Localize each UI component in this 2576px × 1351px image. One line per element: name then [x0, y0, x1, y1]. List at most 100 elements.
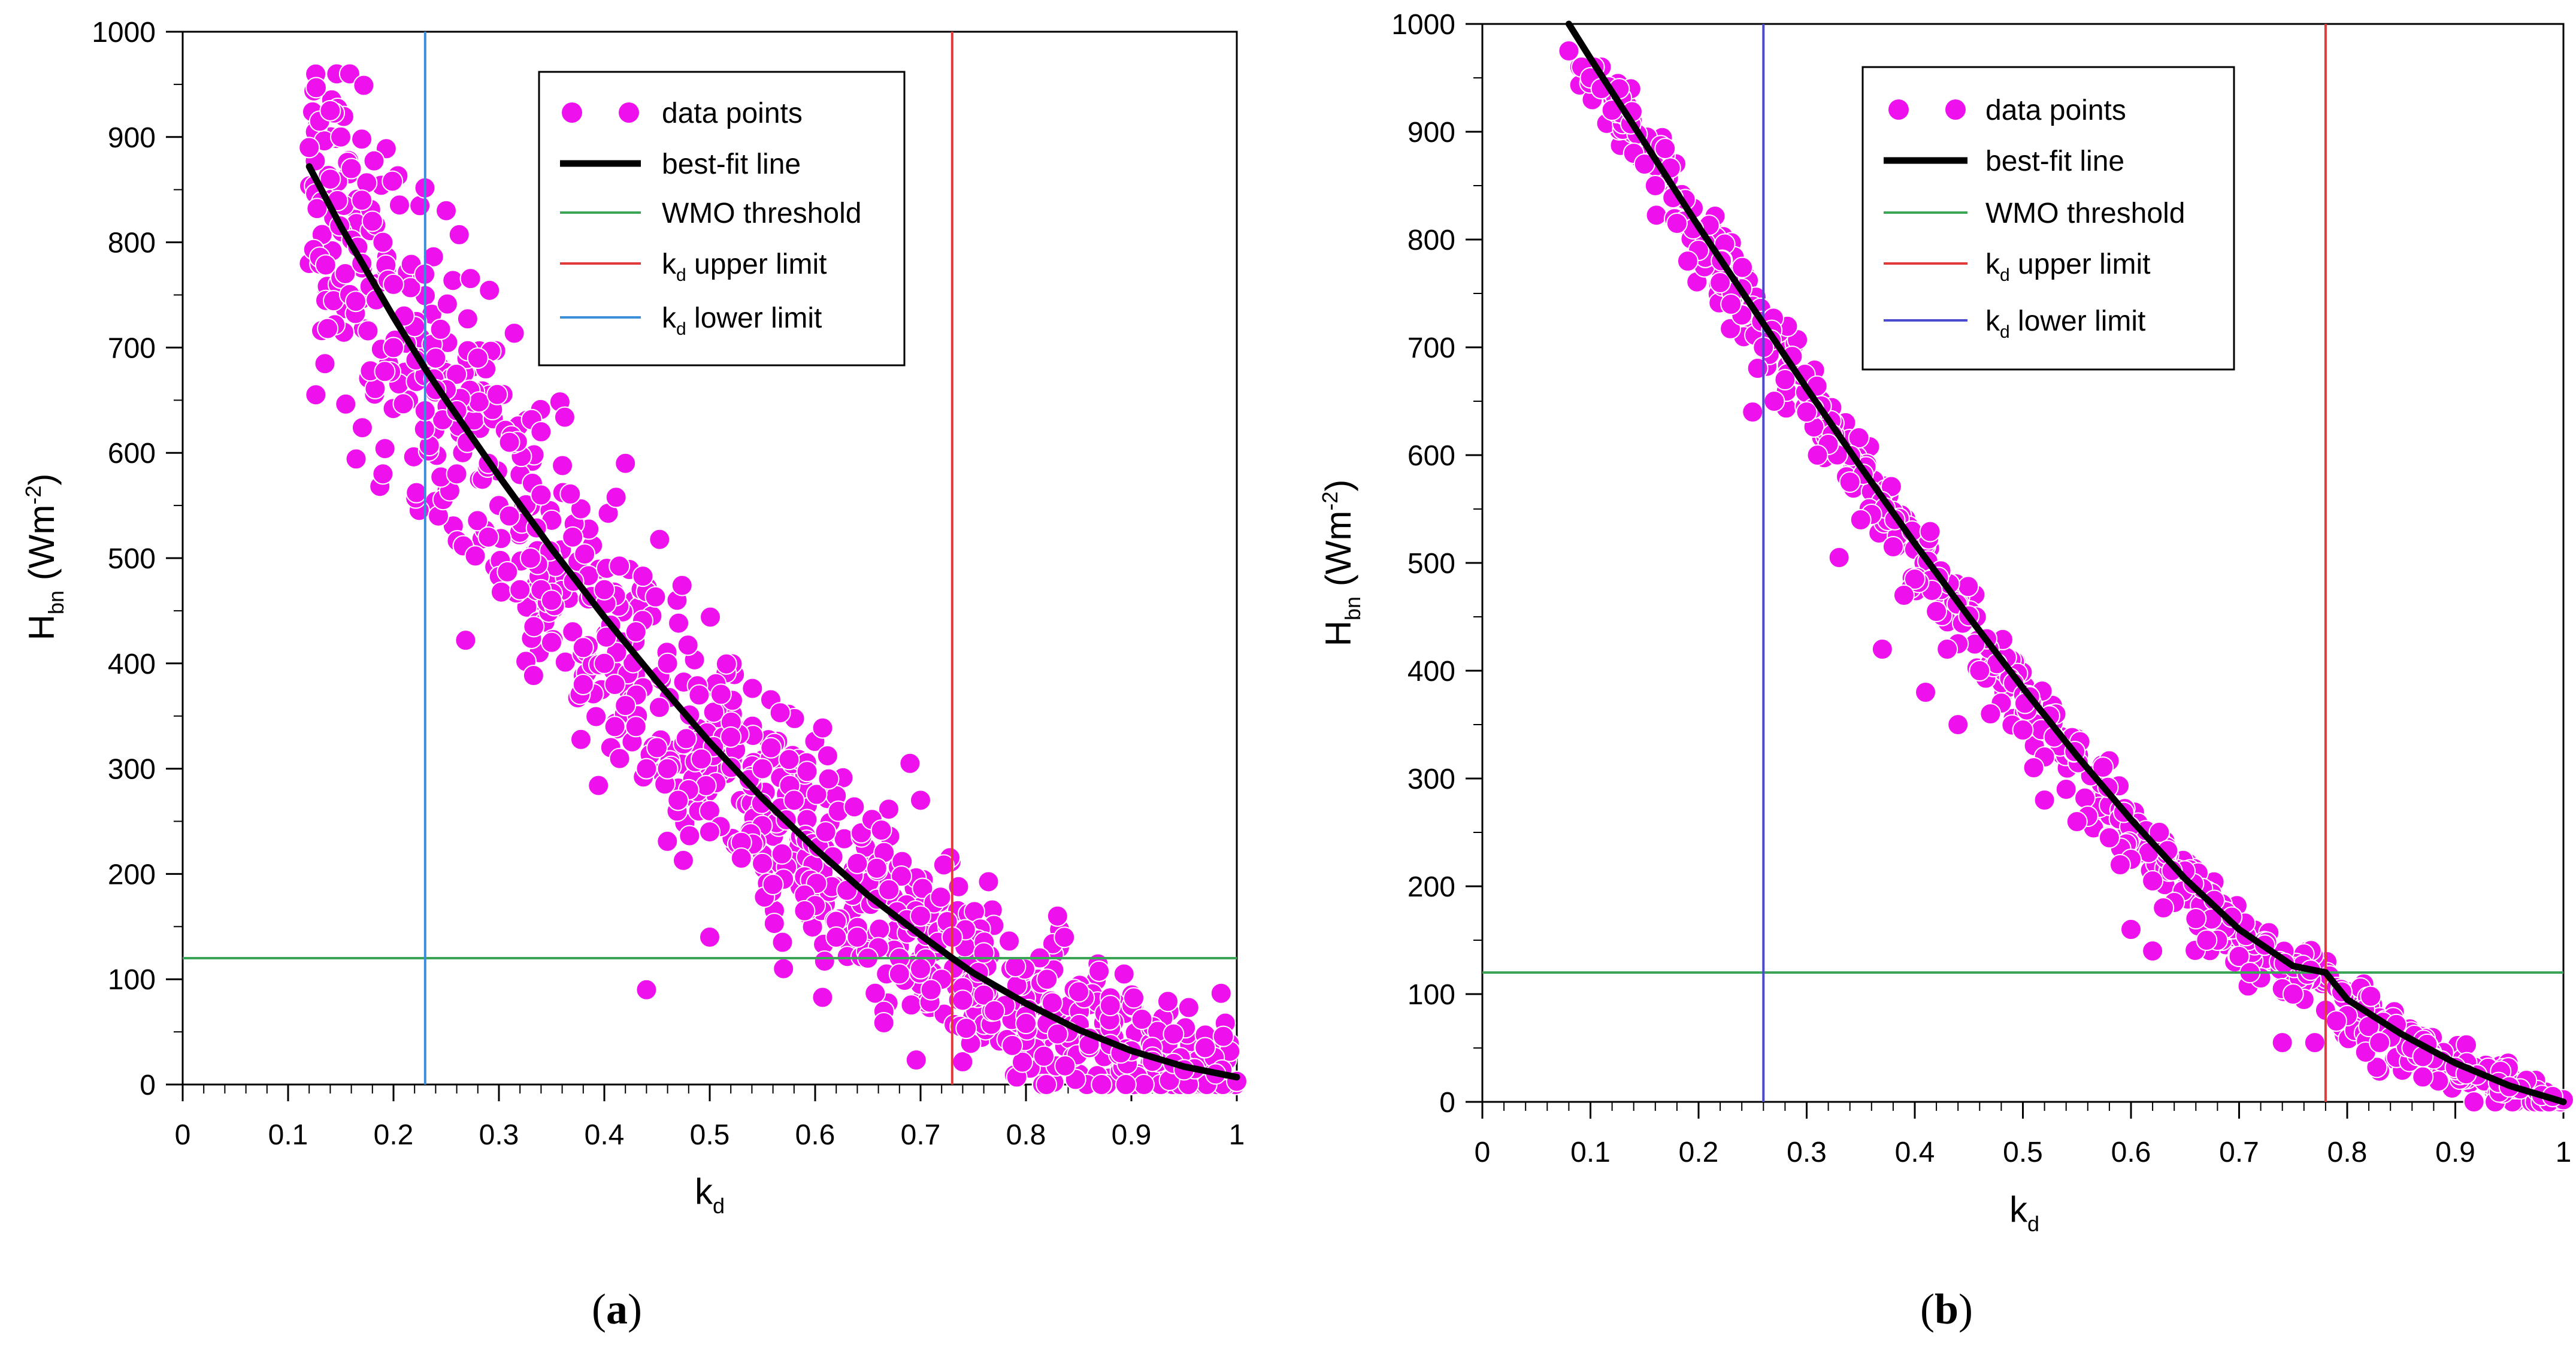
legend-label-upper-sub-a: d	[676, 265, 686, 285]
y-tick-label-a: 1000	[92, 17, 156, 49]
data-point-a	[699, 799, 721, 822]
y-axis-title-unit-a: (Wm	[22, 505, 62, 590]
x-tick-label-b: 0.6	[2111, 1137, 2151, 1168]
data-point-a	[699, 821, 721, 843]
caption-a: (a)	[592, 1285, 642, 1333]
data-point-a	[973, 984, 995, 1006]
data-point-a	[374, 438, 396, 460]
data-point-a	[319, 168, 341, 190]
data-point-b	[1893, 584, 1915, 606]
y-tick-label-a: 100	[108, 964, 156, 996]
data-point-b	[1849, 509, 1872, 531]
data-point-a	[446, 364, 468, 386]
data-point-b	[2092, 756, 2114, 779]
data-point-a	[752, 852, 773, 874]
y-tick-label-a: 0	[140, 1070, 156, 1101]
legend-label-upper-b: kd upper limit	[1985, 249, 2150, 285]
data-point-a	[677, 634, 699, 656]
data-point-a	[422, 246, 444, 268]
data-point-a	[675, 728, 697, 750]
data-point-a	[383, 337, 404, 359]
x-tick-label-b: 0.2	[1679, 1137, 1719, 1168]
data-point-b	[2012, 719, 2034, 741]
y-axis-title-a: Hbn (Wm-2)	[21, 474, 68, 641]
data-point-b	[1644, 175, 1666, 196]
data-point-a	[486, 383, 508, 405]
data-point-a	[900, 994, 922, 1016]
data-point-b	[1904, 568, 1926, 590]
data-point-b	[2412, 1066, 2434, 1088]
data-point-a	[769, 702, 791, 724]
chart-panel-a: 0 0.1 0.2 0.3 0.4 0.5 0.6 0.7 0.8 0.9 1 0 100 200 300 4…	[21, 17, 1248, 1333]
legend-label-best-fit-b: best-fit line	[1985, 146, 2124, 177]
data-point-b	[1746, 358, 1769, 380]
x-axis-title-sub-b: d	[2027, 1211, 2039, 1236]
data-point-b	[1839, 471, 1861, 493]
x-tick-label-b: 0.9	[2435, 1137, 2475, 1168]
data-point-a	[930, 886, 952, 908]
data-point-a	[648, 696, 670, 719]
data-point-a	[314, 353, 336, 375]
data-point-b	[1882, 536, 1904, 558]
legend-box-b	[1861, 66, 2235, 371]
data-point-b	[2074, 787, 2096, 809]
caption-b: (b)	[1920, 1285, 1973, 1333]
y-axis-title-main-a: H	[22, 614, 62, 640]
data-point-b	[2366, 1056, 2388, 1079]
data-point-a	[345, 448, 367, 470]
data-point-a	[1033, 1045, 1055, 1067]
data-point-a	[585, 705, 607, 728]
legend-label-wmo-b: WMO threshold	[1985, 198, 2185, 229]
data-point-a	[459, 268, 482, 290]
data-point-a	[477, 526, 500, 548]
data-point-b	[2282, 983, 2304, 1005]
x-tick-label-a: 0.3	[479, 1119, 519, 1151]
data-point-a	[625, 716, 647, 738]
data-point-a	[1133, 1074, 1155, 1095]
data-point-a	[498, 505, 520, 527]
data-point-a	[973, 942, 995, 964]
data-point-a	[1210, 982, 1232, 1004]
data-point-a	[392, 393, 414, 415]
data-point-b	[2098, 827, 2120, 849]
data-point-a	[773, 958, 795, 980]
data-point-b	[2360, 985, 2382, 1007]
data-point-a	[864, 982, 886, 1004]
x-tick-label-b: 0.3	[1787, 1137, 1827, 1168]
data-point-a	[649, 528, 671, 550]
data-point-b	[1828, 547, 1850, 568]
data-point-a	[340, 157, 362, 180]
data-point-a	[382, 170, 404, 192]
caption-letter-b: b	[1935, 1285, 1959, 1333]
y-axis-title-sup-b: -2	[1318, 492, 1342, 511]
data-point-a	[910, 958, 931, 980]
data-point-a	[1046, 905, 1068, 927]
data-point-a	[523, 616, 545, 638]
data-point-b	[2369, 1032, 2391, 1053]
data-point-a	[570, 498, 592, 520]
x-tick-label-b: 0.1	[1570, 1137, 1611, 1168]
data-point-a	[615, 695, 637, 717]
data-point-a	[405, 481, 428, 504]
y-tick-label-a: 800	[108, 228, 156, 259]
data-point-b	[1871, 638, 1893, 660]
data-point-a	[905, 1049, 927, 1071]
data-point-a	[1054, 926, 1076, 949]
x-tick-label-a: 0.4	[585, 1119, 625, 1151]
data-point-a	[625, 621, 647, 643]
data-point-a	[351, 189, 373, 211]
data-point-b	[2463, 1091, 2485, 1113]
chart-panel-b: 0 0.1 0.2 0.3 0.4 0.5 0.6 0.7 0.8 0.9 1 0 100 200 300 4…	[1318, 9, 2574, 1333]
data-point-a	[594, 652, 615, 674]
data-point-a	[948, 876, 970, 898]
legend-label-upper-main-a: k	[662, 249, 677, 280]
data-point-a	[730, 847, 752, 870]
data-point-a	[920, 979, 942, 1001]
data-point-a	[771, 843, 793, 865]
legend-label-upper-a: kd upper limit	[662, 249, 827, 285]
data-point-b	[2228, 946, 2250, 967]
legend-label-lower-b: kd lower limit	[1985, 305, 2145, 342]
data-point-a	[998, 930, 1021, 952]
data-point-b	[2148, 821, 2171, 843]
